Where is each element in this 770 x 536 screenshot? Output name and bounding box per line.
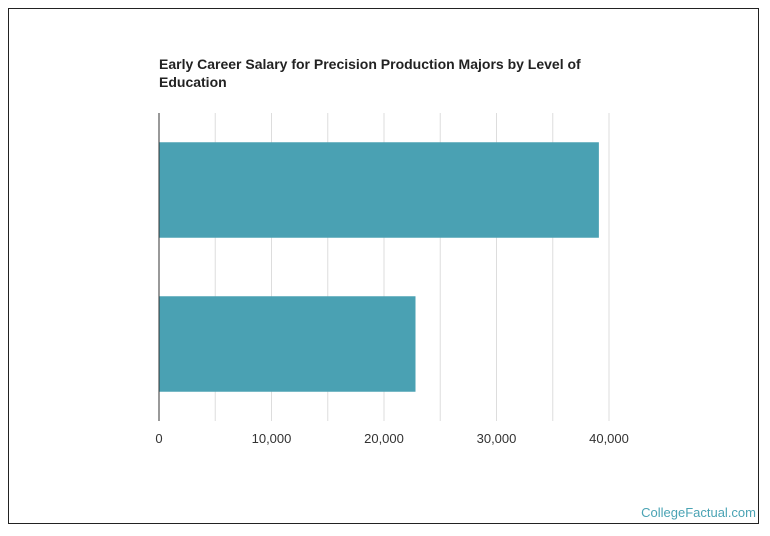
x-tick-label: 10,000 <box>252 431 292 446</box>
x-tick-label: 30,000 <box>477 431 517 446</box>
chart-title: Early Career Salary for Precision Produc… <box>159 56 581 90</box>
x-tick-label: 20,000 <box>364 431 404 446</box>
x-tick-label: 0 <box>155 431 162 446</box>
chart-frame <box>8 8 759 524</box>
bars <box>159 142 599 392</box>
bar <box>159 142 599 238</box>
x-tick-labels: 0 10,000 20,000 30,000 40,000 <box>155 431 629 446</box>
x-tick-label: 40,000 <box>589 431 629 446</box>
watermark[interactable]: CollegeFactual.com <box>641 505 756 520</box>
bar <box>159 296 416 392</box>
